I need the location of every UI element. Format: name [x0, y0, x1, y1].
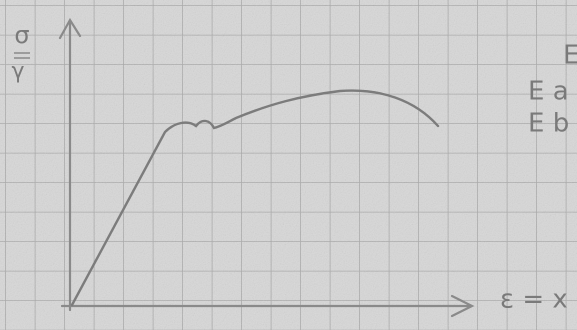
y-axis-label-bottom: γ: [11, 59, 24, 84]
margin-note: E a: [528, 77, 569, 107]
margin-note: E b: [528, 109, 569, 139]
paper-texture: [0, 0, 577, 330]
y-axis-label-top: σ: [14, 21, 29, 49]
x-axis-label: ε = x: [500, 285, 568, 315]
margin-note: E: [563, 41, 577, 71]
photo: σ γ ε = x E E a E b: [0, 0, 577, 330]
